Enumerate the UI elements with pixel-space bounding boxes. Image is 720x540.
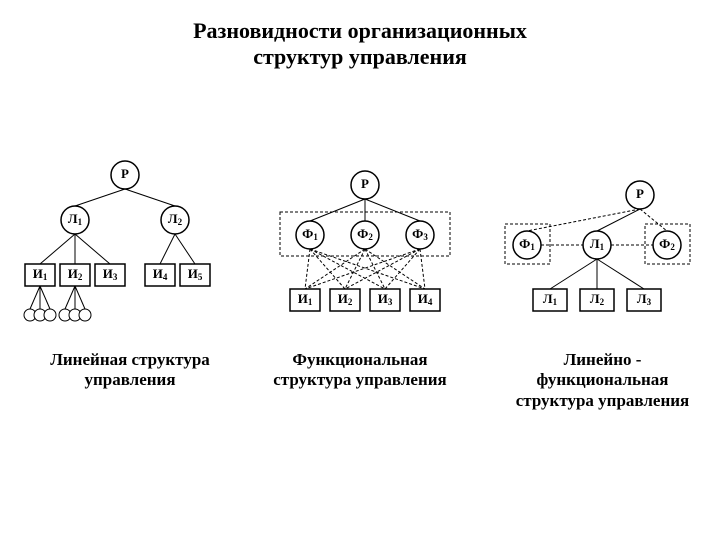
caption-linear: Линейная структура управления — [40, 350, 220, 391]
diagram-linear: РЛ1Л2И1И2И3И4И5 — [15, 150, 235, 360]
diagram-functional: РФ1Ф2Ф3И1И2И3И4 — [250, 150, 480, 360]
diagrams-container: РЛ1Л2И1И2И3И4И5 РФ1Ф2Ф3И1И2И3И4 РФ1Л1Ф2Л… — [0, 150, 720, 410]
title-line-2: структур управления — [253, 44, 467, 69]
caption-functional: Функциональная структура управления — [255, 350, 465, 391]
svg-text:Р: Р — [361, 176, 369, 191]
svg-text:Р: Р — [636, 186, 644, 201]
page-title: Разновидности организационных структур у… — [0, 0, 720, 71]
diagram-linear-functional: РФ1Л1Ф2Л1Л2Л3 — [480, 150, 720, 360]
title-line-1: Разновидности организационных — [193, 18, 527, 43]
svg-text:Р: Р — [121, 166, 129, 181]
caption-linear-functional: Линейно - функциональная структура управ… — [485, 350, 720, 411]
